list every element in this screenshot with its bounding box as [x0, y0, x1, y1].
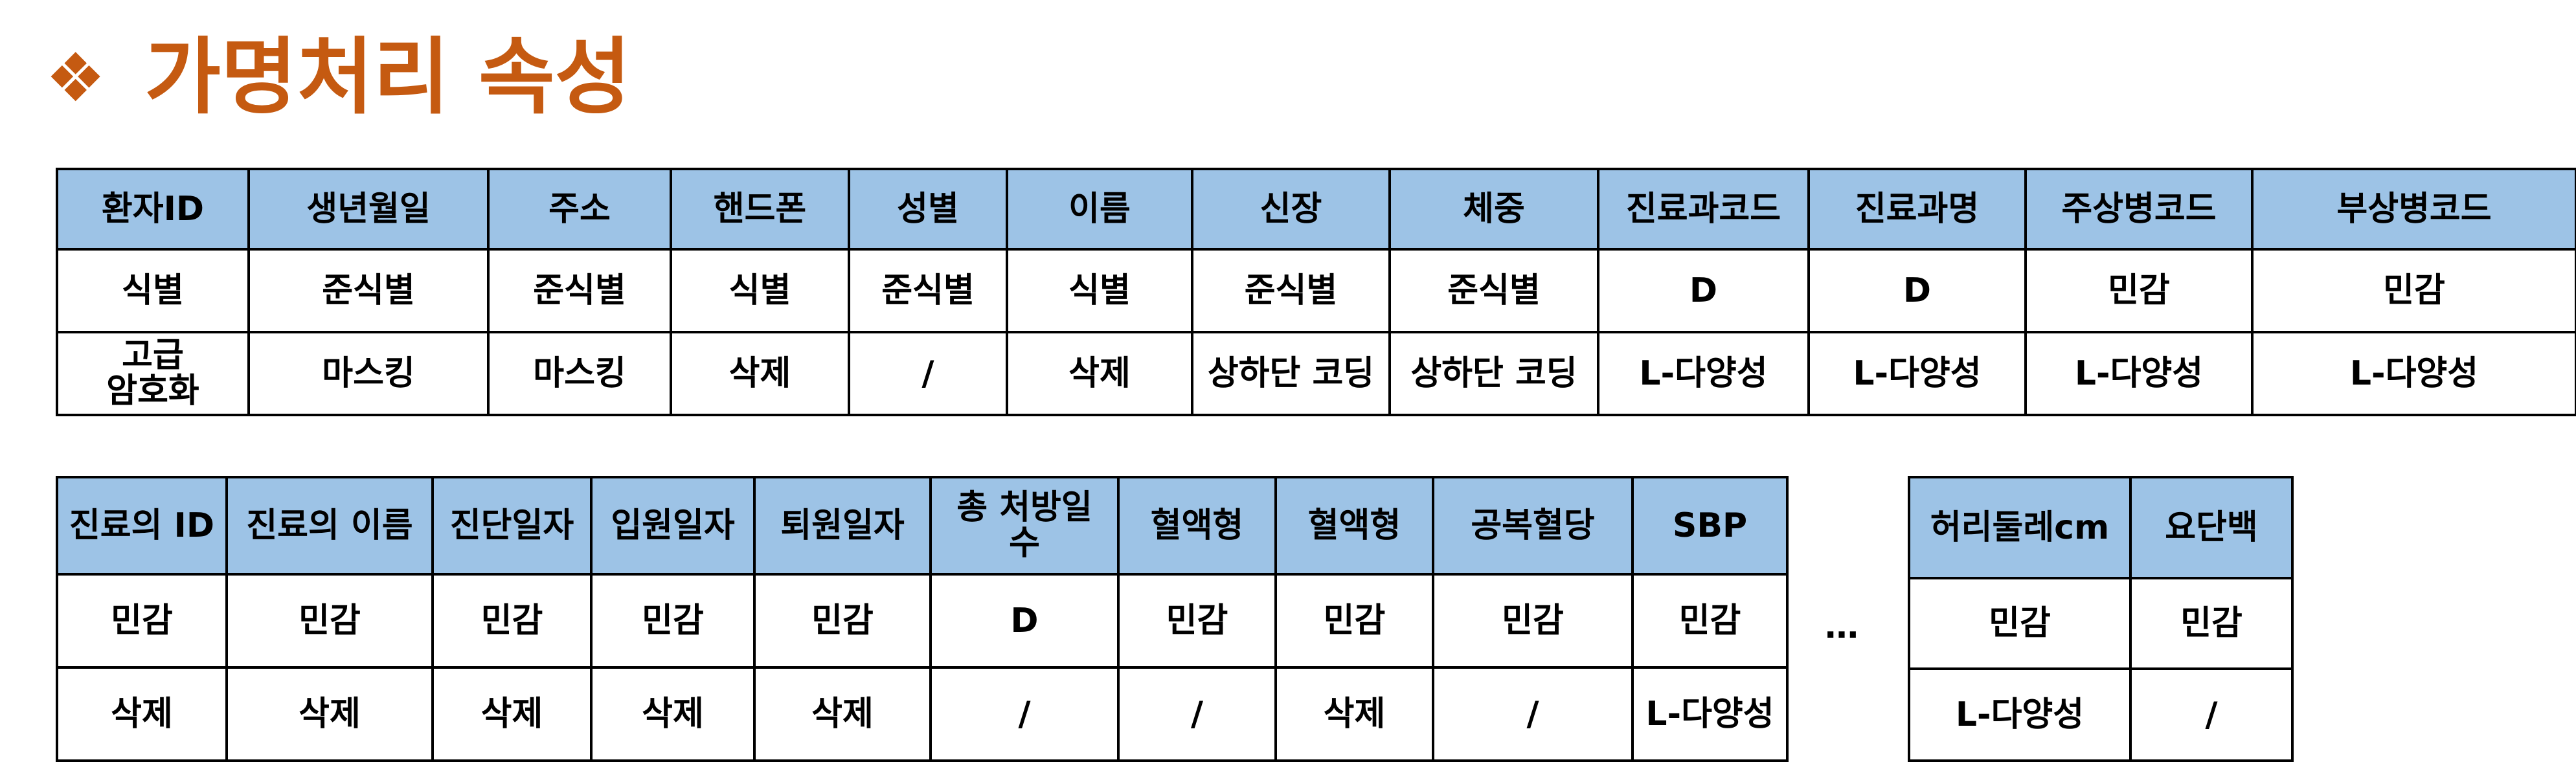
header-cell: 진료의 ID [56, 476, 228, 576]
table-row: 식별 준식별 준식별 식별 준식별 식별 준식별 준식별 D D 민감 민감 [56, 248, 2576, 333]
diamond-bullet-icon: ❖ [45, 38, 106, 117]
table-cell: 준식별 [487, 248, 672, 333]
table-cell: L-다양성 [2024, 331, 2254, 416]
table-row: 민감 민감 민감 민감 민감 D 민감 민감 민감 민감 [56, 573, 1789, 669]
table-cell: 준식별 [1191, 248, 1391, 333]
table-cell: 삭제 [670, 331, 850, 416]
table-cell: D [1807, 248, 2027, 333]
table-cell: 고급 암호화 [56, 331, 250, 416]
header-cell: 진료의 이름 [225, 476, 434, 576]
header-cell: 요단백 [2129, 476, 2294, 579]
table-cell: 삭제 [1274, 666, 1434, 762]
header-cell: 생년월일 [247, 168, 490, 251]
table-cell: 민감 [2251, 248, 2576, 333]
header-cell: 혈액형 [1274, 476, 1434, 576]
table-cell: D [929, 573, 1120, 669]
table-cell: 민감 [225, 573, 434, 669]
header-cell: 허리둘레cm [1908, 476, 2132, 579]
table-cell: 상하단 코딩 [1388, 331, 1599, 416]
table-cell: / [929, 666, 1120, 762]
table-cell: L-다양성 [1631, 666, 1789, 762]
table-cell: L-다양성 [1597, 331, 1810, 416]
attribute-table-1: 환자ID 생년월일 주소 핸드폰 성별 이름 신장 체중 진료과코드 진료과명 … [56, 168, 2576, 416]
table-cell: L-다양성 [1807, 331, 2027, 416]
table-cell: 삭제 [56, 666, 228, 762]
header-cell: 진료과코드 [1597, 168, 1810, 251]
header-cell: 성별 [848, 168, 1008, 251]
table-cell: / [2129, 667, 2294, 762]
table-cell: 민감 [1432, 573, 1634, 669]
table-cell: 민감 [1117, 573, 1277, 669]
page-title: ❖ 가명처리 속성 [45, 26, 631, 129]
attribute-table-3: 허리둘레cm 요단백 민감 민감 L-다양성 / [1908, 476, 2294, 762]
table-cell: 식별 [670, 248, 850, 333]
table-cell: 민감 [1274, 573, 1434, 669]
header-cell: 입원일자 [590, 476, 756, 576]
table-header-row: 진료의 ID 진료의 이름 진단일자 입원일자 퇴원일자 총 처방일 수 혈액형… [56, 476, 1789, 576]
header-cell: 주상병코드 [2024, 168, 2254, 251]
header-cell: 환자ID [56, 168, 250, 251]
table-row: 고급 암호화 마스킹 마스킹 삭제 / 삭제 상하단 코딩 상하단 코딩 L-다… [56, 331, 2576, 416]
header-cell: 주소 [487, 168, 672, 251]
table-cell: 삭제 [590, 666, 756, 762]
table-cell: 민감 [1908, 577, 2132, 670]
table-cell: 삭제 [225, 666, 434, 762]
table-row: 민감 민감 [1908, 577, 2294, 670]
header-cell: 핸드폰 [670, 168, 850, 251]
table-cell: L-다양성 [2251, 331, 2576, 416]
table-cell: D [1597, 248, 1810, 333]
header-cell: 이름 [1006, 168, 1193, 251]
page-title-text: 가명처리 속성 [144, 29, 631, 126]
table-cell: 민감 [753, 573, 932, 669]
table-cell: 민감 [1631, 573, 1789, 669]
table-cell: L-다양성 [1908, 667, 2132, 762]
table-row: 삭제 삭제 삭제 삭제 삭제 / / 삭제 / L-다양성 [56, 666, 1789, 762]
table-cell: / [1432, 666, 1634, 762]
header-cell: 부상병코드 [2251, 168, 2576, 251]
table-cell: 준식별 [247, 248, 490, 333]
table-cell: 식별 [1006, 248, 1193, 333]
table-header-row: 허리둘레cm 요단백 [1908, 476, 2294, 579]
table-cell: 민감 [2024, 248, 2254, 333]
attribute-table-2: 진료의 ID 진료의 이름 진단일자 입원일자 퇴원일자 총 처방일 수 혈액형… [56, 476, 1789, 762]
table-cell: 민감 [2129, 577, 2294, 670]
header-cell: 총 처방일 수 [929, 476, 1120, 576]
table-row: L-다양성 / [1908, 667, 2294, 762]
header-cell: 공복혈당 [1432, 476, 1634, 576]
table-cell: 준식별 [848, 248, 1008, 333]
table-cell: 삭제 [753, 666, 932, 762]
table-cell: 삭제 [1006, 331, 1193, 416]
table-cell: 준식별 [1388, 248, 1599, 333]
ellipsis: … [1825, 607, 1859, 646]
table-cell: 상하단 코딩 [1191, 331, 1391, 416]
header-cell: 체중 [1388, 168, 1599, 251]
table-cell: 마스킹 [247, 331, 490, 416]
table-cell: / [848, 331, 1008, 416]
header-cell: 퇴원일자 [753, 476, 932, 576]
header-cell: 신장 [1191, 168, 1391, 251]
table-cell: 민감 [590, 573, 756, 669]
table-cell: 민감 [56, 573, 228, 669]
header-cell: 진단일자 [431, 476, 593, 576]
table-cell: 식별 [56, 248, 250, 333]
header-cell: 혈액형 [1117, 476, 1277, 576]
table-cell: 민감 [431, 573, 593, 669]
header-cell: 진료과명 [1807, 168, 2027, 251]
table-cell: / [1117, 666, 1277, 762]
table-cell: 마스킹 [487, 331, 672, 416]
table-header-row: 환자ID 생년월일 주소 핸드폰 성별 이름 신장 체중 진료과코드 진료과명 … [56, 168, 2576, 251]
table-cell: 삭제 [431, 666, 593, 762]
header-cell: SBP [1631, 476, 1789, 576]
